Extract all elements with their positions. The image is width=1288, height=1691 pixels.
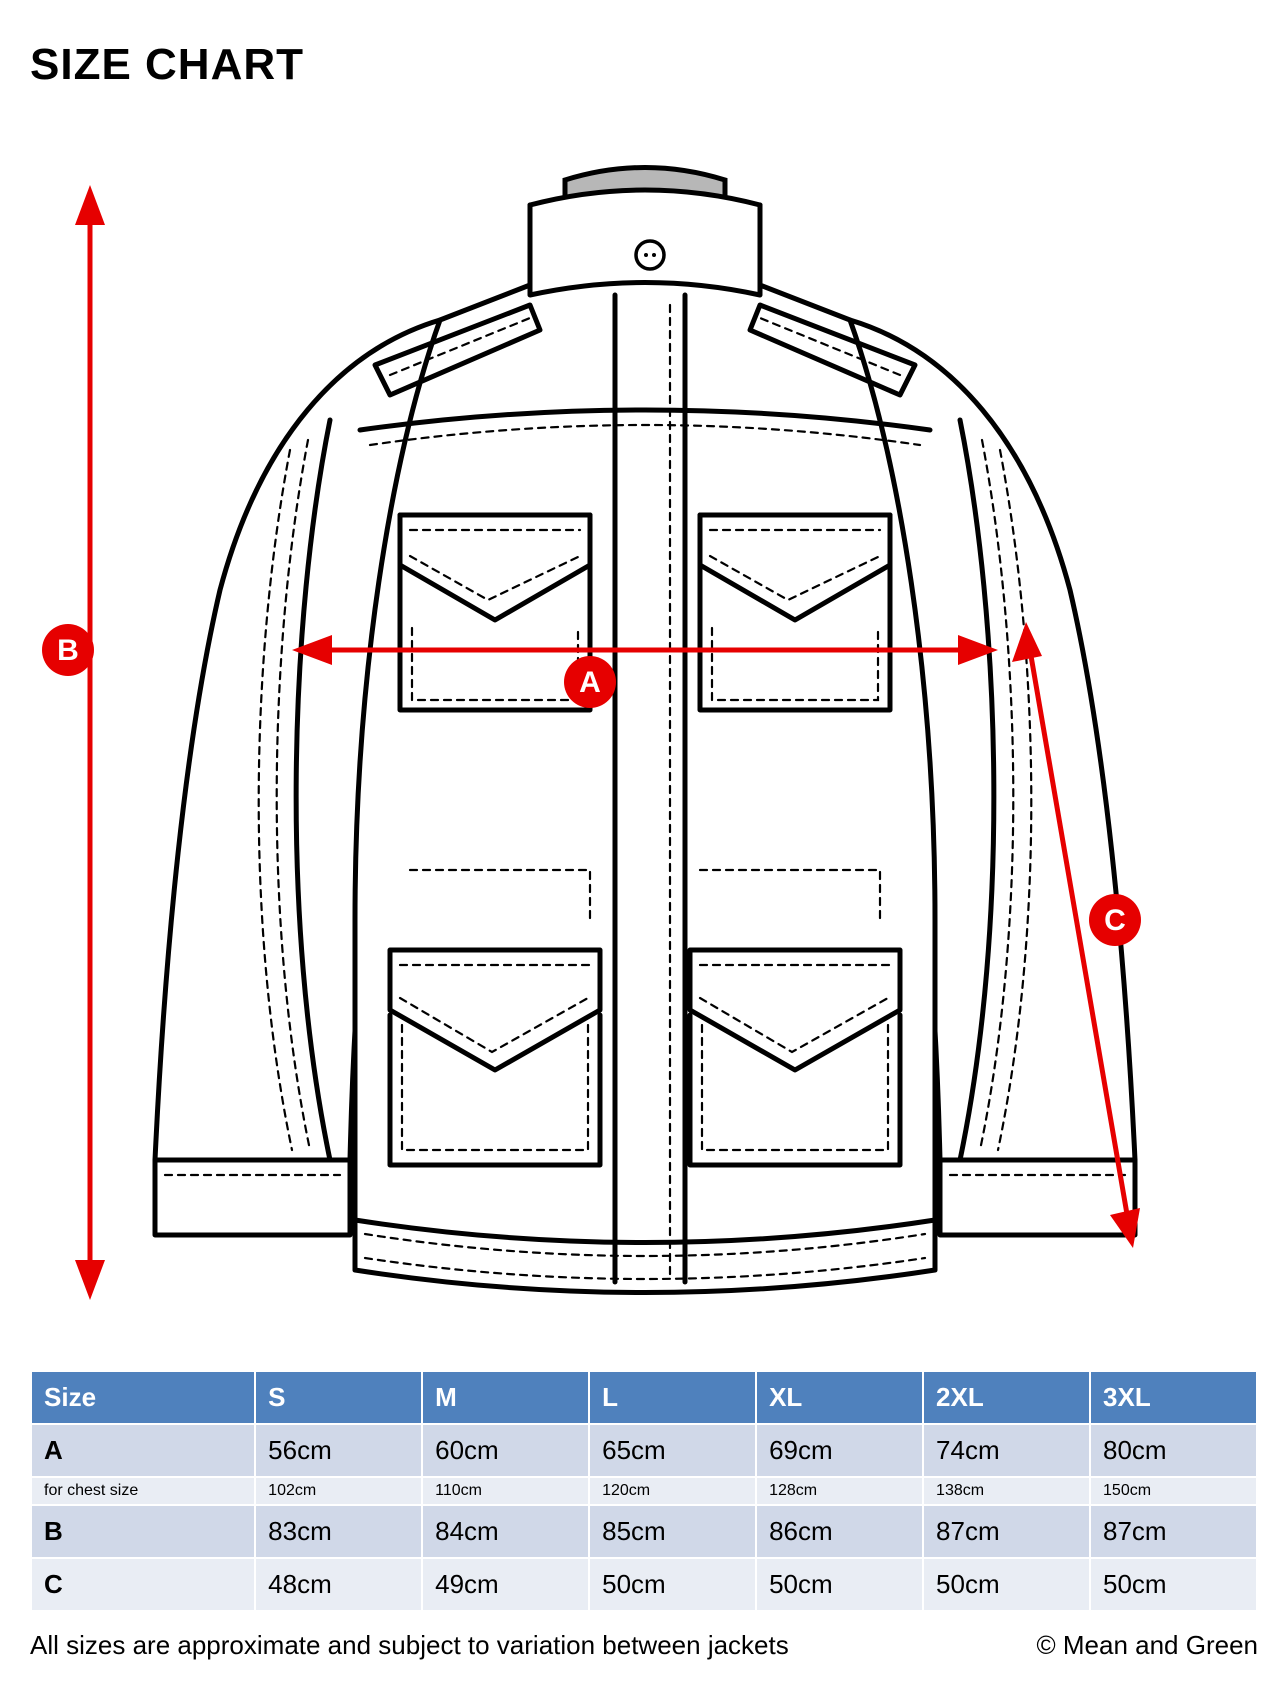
col-xl: XL xyxy=(756,1371,923,1424)
svg-text:A: A xyxy=(579,666,601,699)
cell: 102cm xyxy=(255,1477,422,1505)
cell: 120cm xyxy=(589,1477,756,1505)
table-row: C48cm49cm50cm50cm50cm50cm xyxy=(31,1558,1257,1611)
cell: 87cm xyxy=(1090,1505,1257,1558)
cell: 128cm xyxy=(756,1477,923,1505)
jacket-diagram: B A C xyxy=(30,120,1258,1340)
cell: 50cm xyxy=(1090,1558,1257,1611)
rowlabel: A xyxy=(31,1424,255,1477)
cell: 87cm xyxy=(923,1505,1090,1558)
cell: 69cm xyxy=(756,1424,923,1477)
rowlabel: B xyxy=(31,1505,255,1558)
footer-copyright: © Mean and Green xyxy=(1036,1630,1258,1661)
svg-text:C: C xyxy=(1104,904,1126,937)
col-size: Size xyxy=(31,1371,255,1424)
cell: 85cm xyxy=(589,1505,756,1558)
cell: 83cm xyxy=(255,1505,422,1558)
col-m: M xyxy=(422,1371,589,1424)
measure-b: B xyxy=(42,185,105,1300)
footer-note: All sizes are approximate and subject to… xyxy=(30,1630,789,1661)
cell: 84cm xyxy=(422,1505,589,1558)
cell: 150cm xyxy=(1090,1477,1257,1505)
col-l: L xyxy=(589,1371,756,1424)
page-title: SIZE CHART xyxy=(30,40,1258,90)
cell: 56cm xyxy=(255,1424,422,1477)
cell: 110cm xyxy=(422,1477,589,1505)
cell: 50cm xyxy=(756,1558,923,1611)
cell: 49cm xyxy=(422,1558,589,1611)
col-2xl: 2XL xyxy=(923,1371,1090,1424)
jacket-icon xyxy=(155,168,1135,1293)
table-row: for chest size102cm110cm120cm128cm138cm1… xyxy=(31,1477,1257,1505)
cell: 74cm xyxy=(923,1424,1090,1477)
cell: 50cm xyxy=(589,1558,756,1611)
cell: 60cm xyxy=(422,1424,589,1477)
col-s: S xyxy=(255,1371,422,1424)
table-row: B83cm84cm85cm86cm87cm87cm xyxy=(31,1505,1257,1558)
table-row: A56cm60cm65cm69cm74cm80cm xyxy=(31,1424,1257,1477)
col-3xl: 3XL xyxy=(1090,1371,1257,1424)
cell: 138cm xyxy=(923,1477,1090,1505)
cell: 65cm xyxy=(589,1424,756,1477)
rowlabel: C xyxy=(31,1558,255,1611)
svg-text:B: B xyxy=(57,634,79,667)
size-table: SizeSMLXL2XL3XL A56cm60cm65cm69cm74cm80c… xyxy=(30,1370,1258,1612)
cell: 48cm xyxy=(255,1558,422,1611)
cell: 80cm xyxy=(1090,1424,1257,1477)
cell: 86cm xyxy=(756,1505,923,1558)
rowlabel: for chest size xyxy=(31,1477,255,1505)
cell: 50cm xyxy=(923,1558,1090,1611)
